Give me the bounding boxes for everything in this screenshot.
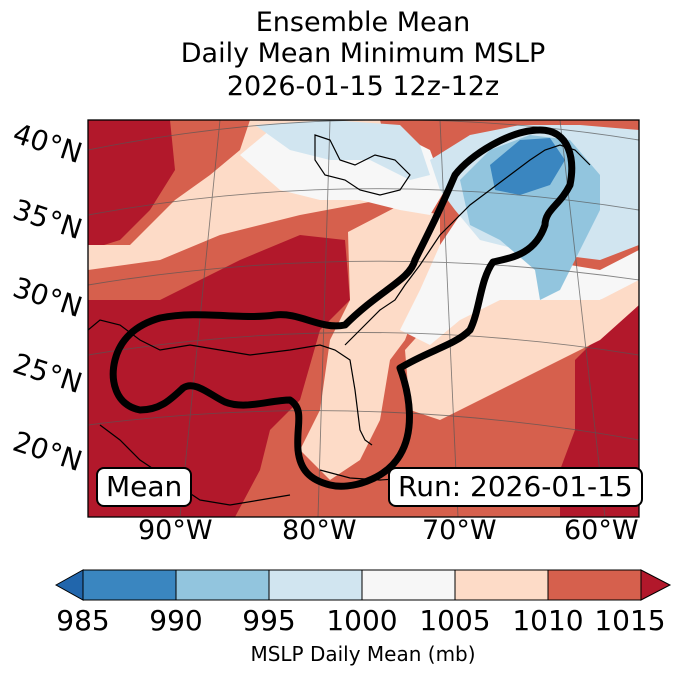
colorbar-label: MSLP Daily Mean (mb) [250,642,476,666]
cbar-1005-1010 [454,569,549,601]
lon-label-80: 80°W [282,515,357,546]
cbar-995-1000 [268,569,363,601]
gridline-lat-30 [88,260,639,286]
title-line-2: Daily Mean Minimum MSLP [180,38,546,69]
cbar-tick-995: 995 [242,604,296,637]
field-985 [490,138,565,195]
gridline-lat-20 [88,410,639,441]
cbar-tick-990: 990 [149,604,203,637]
cbar-tick-1015: 1015 [594,604,666,637]
run-date-box: Run: 2026-01-15 [388,467,643,507]
cbar-tick-1005: 1005 [419,604,491,637]
cbar-1000-1005 [361,569,456,601]
mean-box: Mean [96,467,193,507]
cbar-985-990 [82,569,177,601]
field-1000-ocean [400,215,639,345]
lon-label-70: 70°W [422,515,497,546]
field-1015-nw [88,120,175,250]
contour-1005-ensemble [109,126,576,490]
gridline-lat-40 [88,120,639,151]
colorbar [54,569,672,601]
map-frame [87,119,640,518]
cbar-tick-1010: 1010 [512,604,584,637]
gridline-lon-90 [179,120,221,517]
great-lakes [314,134,411,196]
field-1015-se [560,300,639,517]
gridline-lon-70 [439,120,459,517]
title-line-1: Ensemble Mean [255,7,471,38]
field-995-north [255,120,430,180]
field-1015-sw [88,235,350,517]
coastline-east [344,144,591,346]
ensemble-contour [109,126,576,490]
gridline-lon-80 [317,120,331,517]
gridline-lat-25 [88,332,639,356]
lon-label-60: 60°W [564,515,639,546]
cbar-tick-985: 985 [56,604,110,637]
cbar-1010-1015 [547,569,642,601]
cbar-extend-high [640,569,672,601]
cbar-990-995 [175,569,270,601]
cbar-tick-1000: 1000 [326,604,398,637]
lon-label-90: 90°W [138,515,213,546]
cbar-extend-low [54,569,84,601]
title-line-3: 2026-01-15 12z-12z [226,71,500,102]
